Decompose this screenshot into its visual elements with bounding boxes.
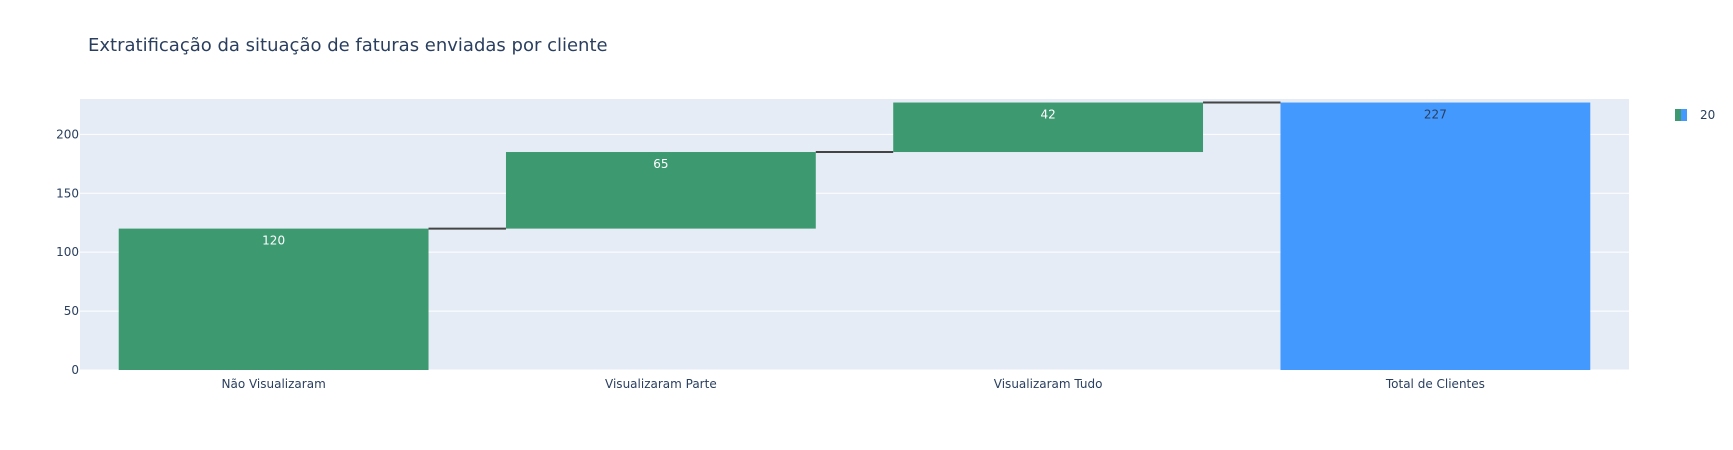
legend-swatch-total (1681, 109, 1687, 121)
chart-title: Extratificação da situação de faturas en… (88, 35, 608, 56)
y-tick-label: 150 (56, 186, 79, 200)
waterfall-bar[interactable] (505, 152, 816, 229)
x-axis-ticks: Não Visualizaram Visualizaram Parte Visual… (221, 377, 1484, 391)
data-label: 65 (653, 157, 668, 171)
x-tick-label: Total de Clientes (1385, 377, 1485, 391)
legend[interactable]: 20 (1675, 108, 1715, 122)
data-label: 227 (1424, 108, 1447, 122)
x-tick-label: Visualizaram Parte (605, 377, 717, 391)
y-tick-label: 50 (64, 304, 79, 318)
x-tick-label: Não Visualizaram (221, 377, 325, 391)
connectors (428, 101, 1281, 230)
y-tick-label: 200 (56, 127, 79, 141)
waterfall-bar[interactable] (1280, 102, 1591, 370)
legend-label[interactable]: 20 (1700, 108, 1715, 122)
waterfall-bar[interactable] (118, 228, 429, 370)
data-label: 42 (1040, 108, 1055, 122)
data-label: 120 (262, 234, 285, 248)
legend-swatch-increase (1675, 109, 1681, 121)
y-axis-ticks: 0 50 100 150 200 (56, 127, 79, 377)
bars (118, 102, 1591, 370)
x-tick-label: Visualizaram Tudo (994, 377, 1103, 391)
waterfall-bar[interactable] (893, 102, 1204, 153)
y-tick-label: 100 (56, 245, 79, 259)
data-labels: 120 65 42 227 (262, 108, 1447, 248)
y-tick-label: 0 (71, 363, 79, 377)
